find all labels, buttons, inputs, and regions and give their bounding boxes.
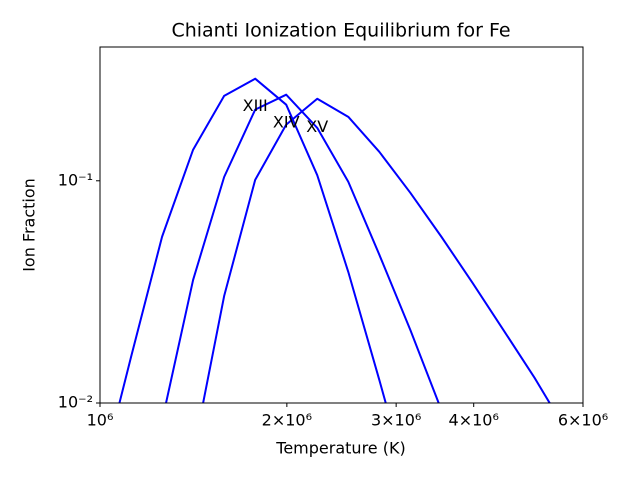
- plot-area: [118, 77, 551, 403]
- x-tick-label: 4×10⁶: [449, 411, 499, 430]
- y-axis-label: Ion Fraction: [20, 178, 39, 272]
- series-line: [202, 97, 551, 403]
- y-tick-label: 10⁻¹: [58, 170, 93, 189]
- x-axis-label: Temperature (K): [275, 439, 405, 458]
- x-tick-label: 6×10⁶: [558, 411, 608, 430]
- annotation: XIV: [273, 112, 300, 131]
- chart-title: Chianti Ionization Equilibrium for Fe: [171, 20, 510, 42]
- annotation: XIII: [243, 96, 268, 115]
- annotation: XV: [306, 117, 328, 136]
- x-tick-label: 3×10⁶: [371, 411, 421, 430]
- axes-frame: [99, 46, 584, 404]
- x-tick-label: 2×10⁶: [262, 411, 312, 430]
- series-line: [165, 93, 440, 403]
- y-tick-label: 10⁻²: [58, 393, 93, 412]
- x-tick-label: 10⁶: [87, 411, 114, 430]
- series-line: [118, 77, 387, 403]
